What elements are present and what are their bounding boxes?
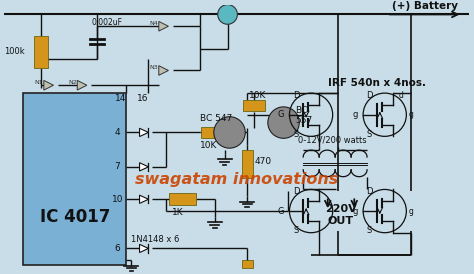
FancyBboxPatch shape xyxy=(201,127,223,138)
Text: 557: 557 xyxy=(295,116,312,125)
Text: D: D xyxy=(293,187,300,196)
Circle shape xyxy=(268,107,299,138)
Text: 100k: 100k xyxy=(5,47,25,56)
Text: S: S xyxy=(294,130,299,139)
Polygon shape xyxy=(139,128,148,136)
Polygon shape xyxy=(139,244,148,253)
Text: 1K: 1K xyxy=(172,208,183,216)
Text: D: D xyxy=(366,91,372,99)
Text: swagatam innovations: swagatam innovations xyxy=(135,172,338,187)
Polygon shape xyxy=(139,195,148,203)
Text: 16: 16 xyxy=(137,93,149,102)
Polygon shape xyxy=(139,163,148,171)
Text: 0-12V/200 watts: 0-12V/200 watts xyxy=(298,136,367,145)
FancyBboxPatch shape xyxy=(23,93,127,265)
FancyBboxPatch shape xyxy=(243,101,265,111)
Text: G: G xyxy=(277,110,284,119)
Polygon shape xyxy=(159,66,168,75)
Text: BC 547: BC 547 xyxy=(200,114,232,123)
Circle shape xyxy=(214,117,245,148)
Text: D: D xyxy=(366,187,372,196)
Circle shape xyxy=(218,5,237,24)
Text: N1: N1 xyxy=(35,80,43,85)
Text: 1N4148 x 6: 1N4148 x 6 xyxy=(131,235,180,244)
Polygon shape xyxy=(77,80,87,90)
FancyBboxPatch shape xyxy=(242,260,253,268)
Text: 10K: 10K xyxy=(200,141,218,150)
Text: IRF 540n x 4nos.: IRF 540n x 4nos. xyxy=(328,78,426,88)
Text: 4: 4 xyxy=(115,128,120,137)
Text: g: g xyxy=(353,110,358,119)
Text: N4: N4 xyxy=(149,21,158,26)
Text: 10: 10 xyxy=(112,195,123,204)
Polygon shape xyxy=(44,80,54,90)
Text: 10K: 10K xyxy=(249,91,266,99)
FancyBboxPatch shape xyxy=(34,36,48,67)
Text: g: g xyxy=(353,207,358,216)
FancyBboxPatch shape xyxy=(4,5,469,274)
Text: g: g xyxy=(409,207,414,216)
Text: 14: 14 xyxy=(115,93,126,102)
Text: BC: BC xyxy=(295,106,308,115)
Text: 220V: 220V xyxy=(325,204,356,214)
Polygon shape xyxy=(159,21,168,31)
Text: (+) Battery: (+) Battery xyxy=(392,1,457,12)
Text: 0.002uF: 0.002uF xyxy=(92,18,123,27)
Text: 470: 470 xyxy=(254,158,271,166)
Text: IC 4017: IC 4017 xyxy=(40,208,110,226)
Text: g: g xyxy=(409,110,414,119)
Text: S: S xyxy=(366,226,372,235)
Text: N3: N3 xyxy=(149,65,158,70)
Text: d: d xyxy=(399,91,404,99)
Text: 6: 6 xyxy=(115,244,120,253)
Text: D: D xyxy=(293,91,300,99)
Text: N2: N2 xyxy=(68,80,77,85)
FancyBboxPatch shape xyxy=(242,150,253,178)
Text: S: S xyxy=(366,130,372,139)
Text: G: G xyxy=(277,207,284,216)
FancyBboxPatch shape xyxy=(169,193,196,205)
Text: 7: 7 xyxy=(115,162,120,171)
Text: S: S xyxy=(294,226,299,235)
Text: OUT: OUT xyxy=(328,216,354,226)
